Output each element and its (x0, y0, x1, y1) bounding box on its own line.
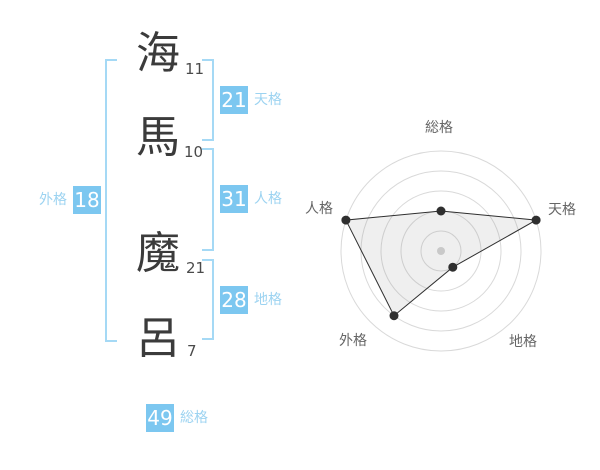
radar-point-3 (389, 311, 399, 321)
chikaku-bracket (202, 259, 214, 340)
score-tenkaku: 21 天格 (220, 86, 282, 114)
name-char-3: 魔 (136, 228, 180, 279)
chikaku-label: 地格 (254, 292, 282, 308)
radar-point-1 (531, 215, 541, 225)
stroke-count-4: 7 (187, 342, 197, 360)
score-soukaku: 49 総格 (146, 404, 208, 432)
name-char-1: 海 (136, 28, 180, 79)
radar-chart (340, 150, 542, 352)
score-jinkaku: 31 人格 (220, 185, 282, 213)
radar-axis-soukaku: 総格 (425, 120, 453, 136)
radar-point-4 (341, 215, 351, 225)
score-chikaku: 28 地格 (220, 286, 282, 314)
jinkaku-bracket (202, 148, 214, 251)
stroke-count-1: 11 (185, 60, 205, 78)
tenkaku-bracket (202, 59, 214, 141)
stroke-count-2: 10 (184, 143, 204, 161)
radar-axis-jinkaku: 人格 (305, 201, 333, 217)
name-bracket (105, 59, 117, 342)
radar-axis-chikaku: 地格 (509, 334, 537, 350)
radar-polygon (345, 210, 538, 317)
tenkaku-label: 天格 (254, 92, 282, 108)
radar-center-dot (437, 247, 445, 255)
radar-point-2 (448, 262, 458, 272)
name-char-4: 呂 (136, 313, 180, 364)
gaikaku-value-box: 18 (73, 186, 101, 214)
radar-grid-ring (420, 230, 462, 272)
radar-axis-gaikaku: 外格 (339, 333, 367, 349)
radar-point-0 (436, 206, 446, 216)
name-char-2: 馬 (136, 112, 180, 163)
radar-grid-ring (380, 190, 502, 312)
soukaku-label: 総格 (180, 410, 208, 426)
radar-axis-tenkaku: 天格 (548, 202, 576, 218)
radar-grid-ring (340, 150, 542, 352)
chikaku-value-box: 28 (220, 286, 248, 314)
soukaku-value-box: 49 (146, 404, 174, 432)
gaikaku-label: 外格 (39, 192, 67, 208)
jinkaku-label: 人格 (254, 191, 282, 207)
tenkaku-value-box: 21 (220, 86, 248, 114)
stroke-count-3: 21 (186, 259, 206, 277)
score-gaikaku: 外格 18 (39, 186, 101, 214)
jinkaku-value-box: 31 (220, 185, 248, 213)
